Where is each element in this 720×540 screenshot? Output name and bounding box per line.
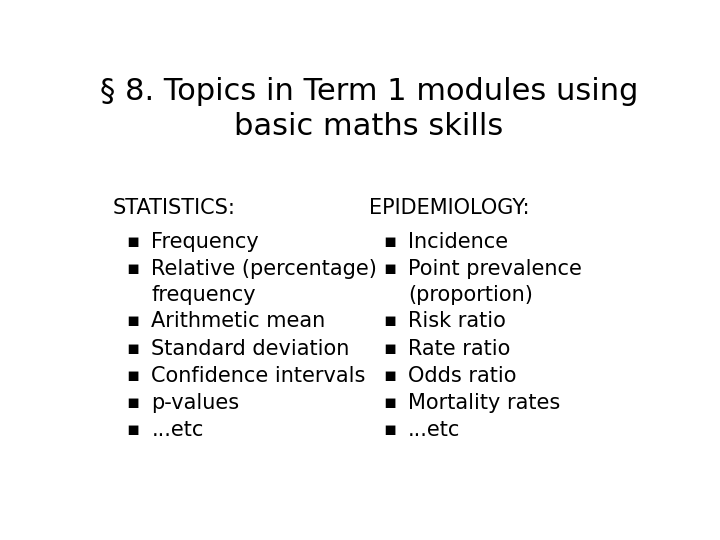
- Text: ▪: ▪: [126, 312, 140, 330]
- Text: EPIDEMIOLOGY:: EPIDEMIOLOGY:: [369, 198, 529, 218]
- Text: ▪: ▪: [126, 420, 140, 439]
- Text: § 8. Topics in Term 1 modules using
basic maths skills: § 8. Topics in Term 1 modules using basi…: [100, 77, 638, 141]
- Text: Point prevalence: Point prevalence: [408, 259, 582, 279]
- Text: Relative (percentage): Relative (percentage): [151, 259, 377, 279]
- Text: Frequency: Frequency: [151, 232, 259, 252]
- Text: ▪: ▪: [126, 232, 140, 251]
- Text: ▪: ▪: [383, 420, 396, 439]
- Text: ▪: ▪: [383, 366, 396, 384]
- Text: ▪: ▪: [126, 259, 140, 278]
- Text: ...etc: ...etc: [151, 420, 204, 440]
- Text: ▪: ▪: [383, 312, 396, 330]
- Text: ▪: ▪: [126, 339, 140, 357]
- Text: Mortality rates: Mortality rates: [408, 393, 560, 413]
- Text: Arithmetic mean: Arithmetic mean: [151, 312, 325, 332]
- Text: p-values: p-values: [151, 393, 240, 413]
- Text: Standard deviation: Standard deviation: [151, 339, 350, 359]
- Text: Confidence intervals: Confidence intervals: [151, 366, 366, 386]
- Text: STATISTICS:: STATISTICS:: [112, 198, 235, 218]
- Text: Risk ratio: Risk ratio: [408, 312, 506, 332]
- Text: ▪: ▪: [383, 232, 396, 251]
- Text: ▪: ▪: [126, 366, 140, 384]
- Text: ▪: ▪: [383, 393, 396, 412]
- Text: (proportion): (proportion): [408, 285, 533, 305]
- Text: ▪: ▪: [126, 393, 140, 412]
- Text: ▪: ▪: [383, 259, 396, 278]
- Text: frequency: frequency: [151, 285, 256, 305]
- Text: Odds ratio: Odds ratio: [408, 366, 516, 386]
- Text: Incidence: Incidence: [408, 232, 508, 252]
- Text: Rate ratio: Rate ratio: [408, 339, 510, 359]
- Text: ▪: ▪: [383, 339, 396, 357]
- Text: ...etc: ...etc: [408, 420, 460, 440]
